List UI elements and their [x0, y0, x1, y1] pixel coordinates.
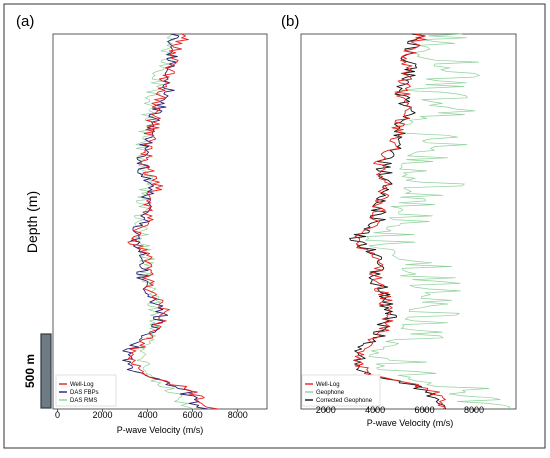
- shared-depth-label: Depth (m): [24, 191, 40, 253]
- scale-bar-label: 500 m: [23, 354, 37, 388]
- panel-a-legend-box: [55, 374, 117, 407]
- panel-b-label: (b): [281, 13, 299, 30]
- x-tick-label: 6000: [183, 410, 203, 420]
- panel-a-ticks-layer: 0 2000 4000 6000 8000: [55, 409, 248, 420]
- legend-label-das-rms: DAS RMS: [70, 398, 97, 404]
- panel-b-series-layer: [349, 33, 511, 410]
- series-line-das-rms: [133, 33, 195, 410]
- x-tick-label: 4000: [138, 410, 158, 420]
- panel-a-series-layer: [122, 33, 219, 410]
- x-tick-label: 8000: [464, 405, 484, 415]
- legend-label-well-log-b: Well-Log: [316, 382, 340, 388]
- legend-label-geophone: Geophone: [316, 390, 345, 396]
- panel-a-axes: [52, 33, 268, 410]
- panel-b-xlabel: P-wave Velocity (m/s): [367, 418, 454, 428]
- x-tick-label: 4000: [365, 405, 385, 415]
- panel-b-legend-box: [301, 374, 381, 407]
- panel-b-ticks-layer: 2000 4000 6000 8000: [316, 405, 484, 415]
- series-line-well-log: [353, 33, 446, 410]
- series-line-corrected-geophone: [349, 33, 447, 410]
- x-tick-label: 8000: [228, 410, 248, 420]
- series-line-das-fbps: [122, 33, 208, 410]
- legend-label-das-fbp: DAS FBPs: [70, 390, 99, 396]
- legend-label-corrected-geophone: Corrected Geophone: [316, 398, 373, 404]
- x-tick-label: 2000: [93, 410, 113, 420]
- x-tick-label: 0: [55, 410, 60, 420]
- series-line-geophone: [365, 33, 511, 410]
- panel-b-axes: [300, 33, 517, 410]
- legend-label-well-log-a: Well-Log: [70, 382, 94, 388]
- outer-border: [3, 3, 546, 449]
- panel-b-legend: Well-Log Geophone Corrected Geophone: [301, 374, 381, 407]
- panel-a: (a) 0 2000 4000 6000 8000 P-wave Velocity (m…: [16, 13, 268, 435]
- panel-a-label: (a): [16, 13, 34, 30]
- panel-a-xlabel: P-wave Velocity (m/s): [117, 425, 204, 435]
- panel-b: (b) 2000 4000 6000 8000 P-wave Velocity (m/…: [281, 13, 517, 428]
- series-line-well-log: [127, 33, 219, 410]
- x-tick-label: 2000: [316, 405, 336, 415]
- depth-scale-bar: [40, 333, 52, 409]
- panel-a-legend: Well-Log DAS FBPs DAS RMS: [55, 374, 117, 407]
- x-tick-label: 6000: [415, 405, 435, 415]
